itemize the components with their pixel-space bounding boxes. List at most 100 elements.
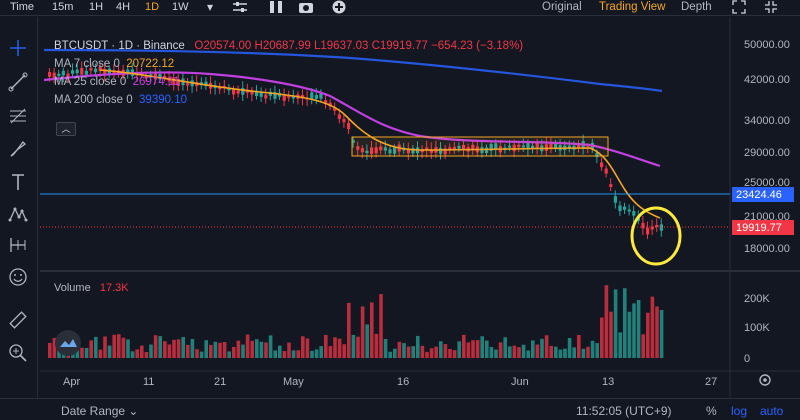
- fullscreen-icon[interactable]: [731, 0, 747, 15]
- pattern-icon[interactable]: [7, 203, 29, 225]
- ruler-icon[interactable]: [7, 309, 29, 331]
- candle-body: [333, 107, 337, 111]
- candle-body: [356, 146, 360, 150]
- candle-body: [337, 114, 341, 119]
- percent-toggle[interactable]: %: [706, 404, 717, 418]
- price-tick: 50000.00: [744, 39, 790, 51]
- view-original[interactable]: Original: [542, 1, 582, 13]
- candle-body: [618, 205, 622, 212]
- timeframe-4h[interactable]: 4H: [116, 1, 131, 13]
- camera-icon[interactable]: [298, 0, 314, 15]
- expand-icon[interactable]: [763, 0, 779, 15]
- ohlc-low: L19637.03: [314, 40, 369, 52]
- volume-bar: [411, 346, 415, 358]
- date-range-button[interactable]: Date Range ⌄: [61, 404, 138, 418]
- volume-bar: [89, 340, 93, 358]
- volume-bar: [393, 348, 397, 358]
- ma200-label[interactable]: MA 200 close 0: [54, 94, 133, 106]
- volume-bar: [388, 351, 392, 358]
- volume-bar: [245, 334, 250, 358]
- volume-axis[interactable]: 200K 100K 0: [744, 293, 770, 365]
- volume-bar: [172, 339, 176, 358]
- chart-settings-icon[interactable]: [759, 374, 771, 386]
- price-chart[interactable]: 50000.00 42000.00 34000.00 29000.00 2500…: [0, 0, 800, 398]
- volume-bar: [512, 345, 517, 358]
- volume-bar: [305, 338, 310, 358]
- volume-bar: [356, 336, 360, 358]
- trendline-icon[interactable]: [7, 71, 29, 93]
- volume-bar: [544, 335, 549, 358]
- candle-body: [176, 78, 180, 86]
- volume-bar: [222, 342, 227, 358]
- candle-body: [163, 75, 167, 79]
- dropdown-arrow-icon[interactable]: ▾: [206, 0, 214, 14]
- indicators-icon[interactable]: [268, 0, 284, 15]
- brush-icon[interactable]: [7, 138, 29, 160]
- volume-bar: [291, 350, 296, 358]
- price-tick: 42000.00: [744, 74, 790, 86]
- fib-retracement-icon[interactable]: [7, 105, 29, 127]
- measure-icon[interactable]: [7, 234, 29, 256]
- last-price-label-bg: [732, 220, 794, 235]
- volume-label[interactable]: Volume: [54, 282, 91, 294]
- ma7-label[interactable]: MA 7 close 0: [54, 58, 120, 70]
- candle-body: [521, 145, 525, 148]
- candle-body: [103, 68, 107, 75]
- volume-bar: [319, 346, 323, 358]
- auto-toggle[interactable]: auto: [760, 404, 784, 418]
- zoom-in-icon[interactable]: [7, 342, 29, 364]
- symbol-title[interactable]: BTCUSDT · 1D · Binance: [54, 40, 185, 52]
- candle-body: [595, 152, 599, 158]
- candle-body: [425, 147, 429, 151]
- volume-bar: [126, 339, 130, 358]
- ma25-label[interactable]: MA 25 close 0: [54, 76, 127, 88]
- candle-body: [383, 147, 387, 151]
- candle-body: [439, 147, 443, 154]
- timeframe-1w[interactable]: 1W: [172, 1, 189, 13]
- volume-bar: [195, 349, 199, 358]
- volume-bar: [443, 344, 448, 358]
- settings-sliders-icon[interactable]: [232, 0, 248, 15]
- price-axis[interactable]: 50000.00 42000.00 34000.00 29000.00 2500…: [744, 39, 790, 255]
- timeframe-1h[interactable]: 1H: [89, 1, 104, 13]
- volume-bar: [181, 337, 185, 358]
- time-tick: Jun: [511, 376, 529, 388]
- ohlc-close: C19919.77: [371, 40, 428, 52]
- candle-body: [241, 88, 245, 95]
- volume-bar: [434, 346, 438, 358]
- text-icon[interactable]: [7, 171, 29, 193]
- crosshair-icon[interactable]: [7, 37, 29, 59]
- range-rectangle[interactable]: [351, 136, 609, 157]
- candle-body: [255, 90, 259, 97]
- time-axis[interactable]: Apr 11 21 May 16 Jun 13 27: [63, 376, 717, 388]
- candle-body: [52, 72, 56, 80]
- emoji-icon[interactable]: [7, 266, 29, 288]
- volume-bar: [52, 337, 57, 358]
- candle-body: [512, 144, 516, 152]
- log-toggle[interactable]: log: [731, 404, 748, 418]
- add-icon[interactable]: [331, 0, 347, 15]
- volume-bar: [310, 350, 314, 358]
- candle-body: [489, 143, 493, 151]
- volume-bar: [268, 335, 273, 358]
- timeframe-15m[interactable]: 15m: [52, 1, 74, 13]
- ma25-line: [43, 71, 661, 168]
- volume-bar: [374, 333, 379, 358]
- highlight-circle[interactable]: [630, 206, 682, 266]
- candle-body: [471, 144, 475, 150]
- volume-bar: [526, 350, 530, 358]
- ma7-line: [99, 69, 661, 219]
- candle-body: [66, 73, 70, 78]
- volume-bar: [554, 346, 558, 358]
- candle-body: [526, 143, 530, 150]
- view-depth[interactable]: Depth: [681, 1, 712, 13]
- view-trading-view[interactable]: Trading View: [599, 1, 666, 13]
- volume-bar: [641, 334, 645, 358]
- clock-display[interactable]: 11:52:05 (UTC+9): [576, 404, 672, 418]
- tradingview-logo-icon[interactable]: [55, 330, 81, 356]
- volume-bar: [213, 341, 218, 358]
- volume-bar: [590, 340, 595, 358]
- collapse-legend-button[interactable]: ︿: [56, 122, 76, 136]
- ohlc-high: H20687.99: [254, 40, 311, 52]
- timeframe-1d[interactable]: 1D: [145, 1, 160, 13]
